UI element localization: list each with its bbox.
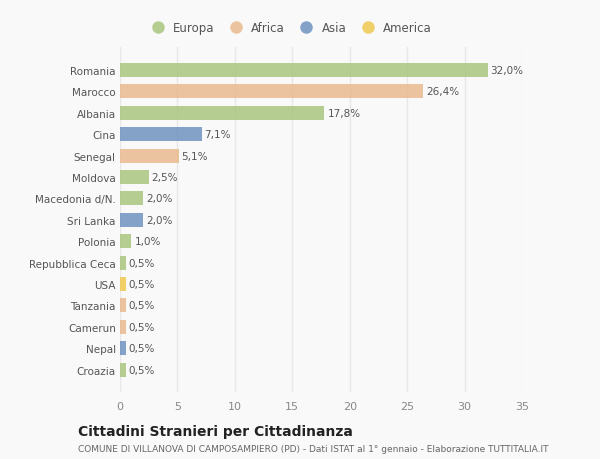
Text: 0,5%: 0,5% (128, 365, 155, 375)
Text: 0,5%: 0,5% (128, 343, 155, 353)
Text: 0,5%: 0,5% (128, 322, 155, 332)
Text: 26,4%: 26,4% (426, 87, 459, 97)
Bar (120, 363, 126, 377)
Bar (120, 64, 488, 78)
Bar (120, 128, 202, 142)
Bar (120, 213, 143, 227)
Text: 2,0%: 2,0% (146, 215, 172, 225)
Text: 1,0%: 1,0% (134, 237, 161, 246)
Bar (120, 149, 179, 163)
Text: 0,5%: 0,5% (128, 280, 155, 289)
Text: 17,8%: 17,8% (328, 108, 361, 118)
Bar (120, 85, 423, 99)
Text: Cittadini Stranieri per Cittadinanza: Cittadini Stranieri per Cittadinanza (78, 425, 353, 438)
Bar (120, 235, 131, 249)
Legend: Europa, Africa, Asia, America: Europa, Africa, Asia, America (143, 20, 434, 37)
Text: COMUNE DI VILLANOVA DI CAMPOSAMPIERO (PD) - Dati ISTAT al 1° gennaio - Elaborazi: COMUNE DI VILLANOVA DI CAMPOSAMPIERO (PD… (78, 444, 548, 453)
Bar (120, 256, 126, 270)
Bar (120, 277, 126, 291)
Text: 2,0%: 2,0% (146, 194, 172, 204)
Text: 5,1%: 5,1% (181, 151, 208, 161)
Bar (120, 171, 149, 185)
Text: 0,5%: 0,5% (128, 258, 155, 268)
Bar (120, 320, 126, 334)
Bar (120, 341, 126, 355)
Text: 0,5%: 0,5% (128, 301, 155, 311)
Bar (120, 192, 143, 206)
Bar (120, 299, 126, 313)
Text: 7,1%: 7,1% (205, 130, 231, 140)
Bar (120, 106, 325, 120)
Text: 2,5%: 2,5% (152, 173, 178, 183)
Text: 32,0%: 32,0% (490, 66, 523, 76)
